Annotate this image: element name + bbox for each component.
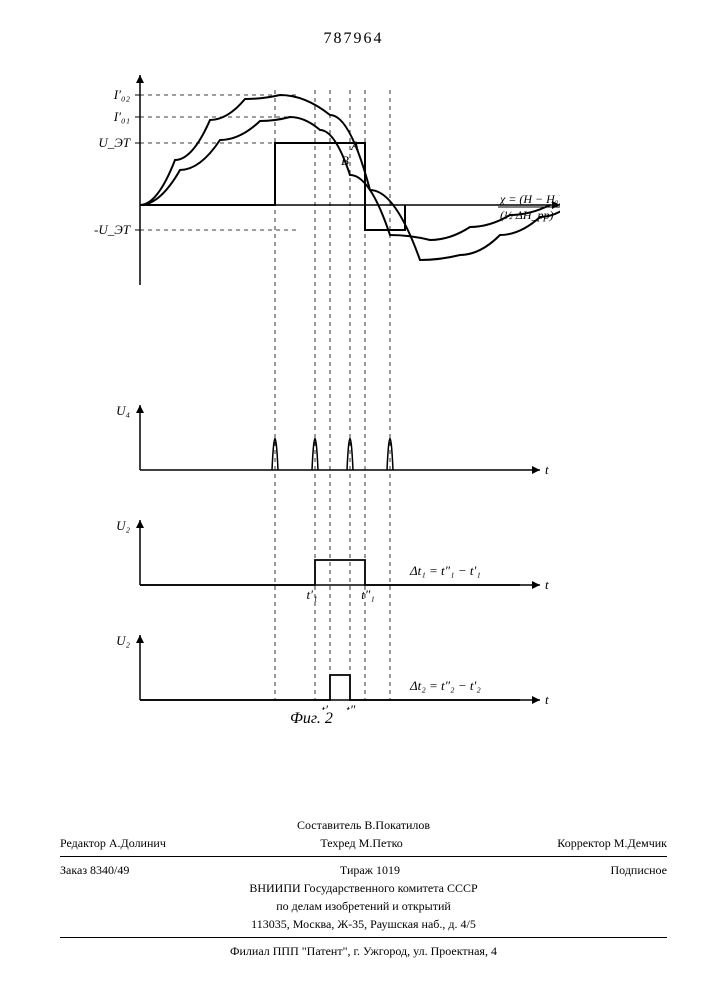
svg-text:t′₁: t′₁ xyxy=(307,587,318,602)
svg-text:В: В xyxy=(341,153,349,168)
svg-text:t: t xyxy=(545,692,549,707)
svg-text:-U_ЭТ: -U_ЭТ xyxy=(94,222,131,237)
figure-svg: I′₀₂ I′₀₁ U_ЭТ -U_ЭТ AВχ = (H − Hₐ) (½ ΔH_pp)… xyxy=(80,70,560,710)
techred: Техред М.Петко xyxy=(320,834,402,852)
corrector: Корректор М.Демчик xyxy=(557,834,667,852)
editor: Редактор А.Долинич xyxy=(60,834,166,852)
svg-text:Δt₁ = t″₁ − t′₁: Δt₁ = t″₁ − t′₁ xyxy=(409,563,481,578)
org1: ВНИИПИ Государственного комитета СССР xyxy=(60,879,667,897)
svg-text:t: t xyxy=(545,462,549,477)
document-number: 787964 xyxy=(0,30,707,48)
svg-text:(½ ΔH_pp): (½ ΔH_pp) xyxy=(500,208,553,222)
order: Заказ 8340/49 xyxy=(60,861,129,879)
compiler: Составитель В.Покатилов xyxy=(60,816,667,834)
svg-text:t: t xyxy=(545,577,549,592)
org2: по делам изобретений и открытий xyxy=(60,897,667,915)
svg-text:t′₂: t′₂ xyxy=(322,702,333,710)
svg-text:t″₂: t″₂ xyxy=(346,702,360,710)
addr2: Филиал ППП "Патент", г. Ужгород, ул. Про… xyxy=(60,942,667,960)
svg-text:U₂: U₂ xyxy=(116,518,130,533)
svg-text:A: A xyxy=(350,138,359,153)
svg-text:t″₁: t″₁ xyxy=(361,587,375,602)
svg-text:I′₀₁: I′₀₁ xyxy=(113,109,130,124)
svg-text:U₄: U₄ xyxy=(116,403,130,418)
svg-text:U_ЭТ: U_ЭТ xyxy=(98,135,130,150)
addr1: 113035, Москва, Ж-35, Раушская наб., д. … xyxy=(60,915,667,933)
figure-caption: Фиг. 2 xyxy=(290,710,333,728)
tirage: Тираж 1019 xyxy=(340,861,400,879)
svg-text:Δt₂ = t″₂ − t′₂: Δt₂ = t″₂ − t′₂ xyxy=(409,678,481,693)
subscr: Подписное xyxy=(611,861,668,879)
footer-block: Составитель В.Покатилов Редактор А.Долин… xyxy=(60,816,667,960)
svg-text:U₂: U₂ xyxy=(116,633,130,648)
svg-text:χ = (H − Hₐ): χ = (H − Hₐ) xyxy=(499,192,560,206)
svg-text:I′₀₂: I′₀₂ xyxy=(113,87,131,102)
